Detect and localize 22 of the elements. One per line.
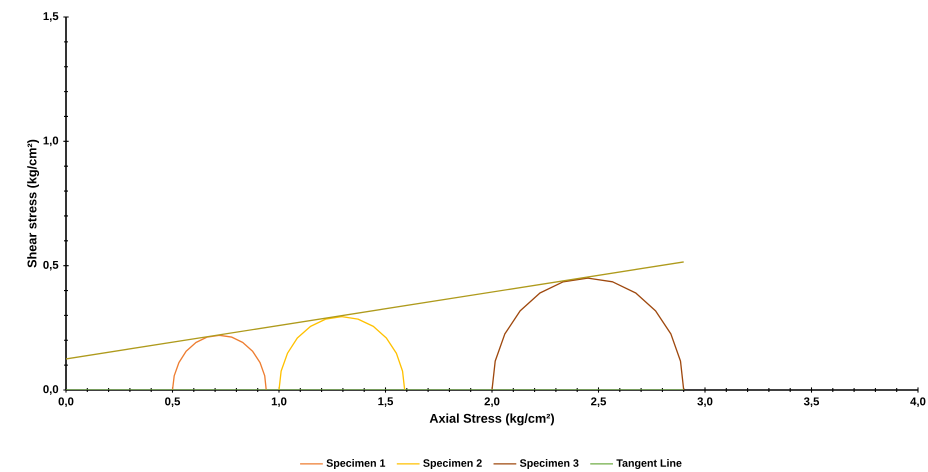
- line-series: [278, 316, 406, 390]
- x-tick-label: 3,0: [697, 397, 712, 408]
- x-axis-title: Axial Stress (kg/cm²): [430, 414, 554, 426]
- x-tick-label: 0,0: [58, 397, 74, 408]
- line-series: [491, 277, 684, 390]
- line-series: [172, 334, 267, 390]
- x-tick-label: 2,5: [591, 397, 606, 408]
- y-tick-label: 1,0: [44, 136, 58, 146]
- x-tick-label: 1,0: [272, 397, 286, 408]
- x-tick-label: 0,5: [165, 397, 180, 408]
- legend-label: Specimen 3: [520, 459, 578, 469]
- y-tick-label: 0,5: [43, 260, 58, 271]
- y-tick-label: 1,5: [44, 12, 58, 22]
- y-tick-label: 0,0: [43, 385, 58, 395]
- x-tick-label: 2,0: [484, 397, 500, 408]
- x-tick-label: 3,5: [804, 397, 820, 408]
- y-axis-title: Shear stress (kg/cm²): [27, 140, 40, 268]
- x-tick-label: 4,0: [910, 397, 926, 408]
- x-tick-label: 1,5: [378, 397, 394, 407]
- legend-label: Specimen 1: [326, 459, 386, 469]
- legend-label: Tangent Line: [616, 459, 682, 469]
- legend-label: Specimen 2: [423, 459, 482, 469]
